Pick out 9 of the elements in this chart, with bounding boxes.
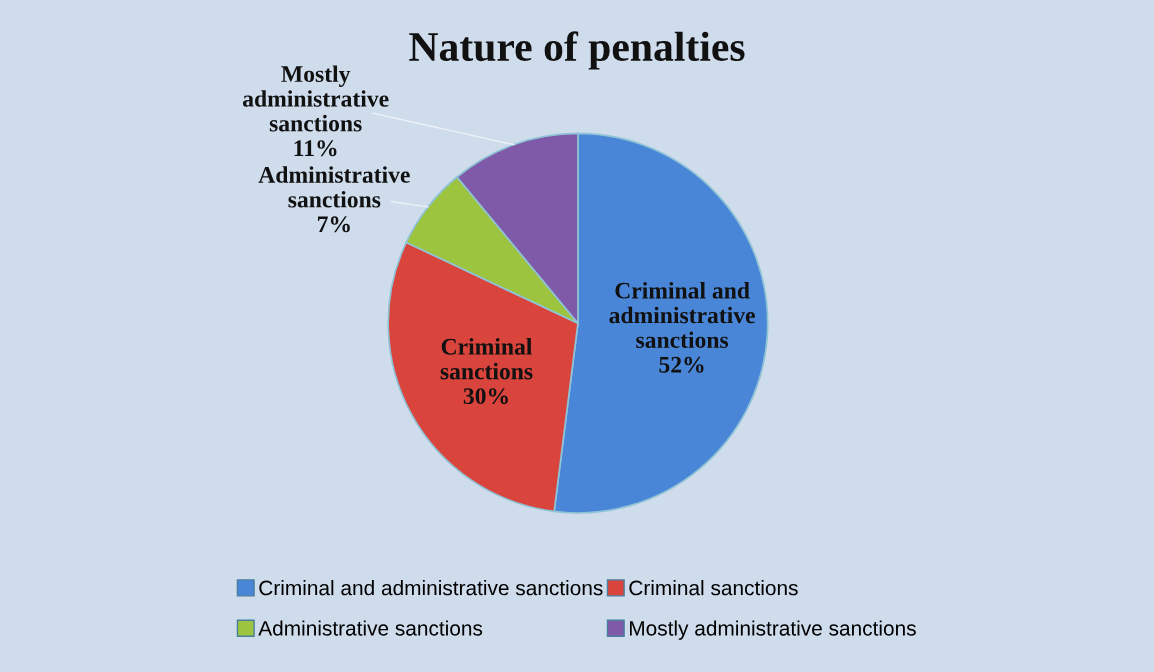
data-label: Administrative sanctions 7% [258, 166, 410, 233]
chart-title: Nature of penalties [409, 31, 745, 70]
legend-label: Criminal and administrative sanctions [259, 580, 603, 596]
data-label: Mostly administrative sanctions 11% [242, 65, 389, 157]
legend-label: Criminal sanctions [629, 580, 798, 596]
legend-label: Mostly administrative sanctions [630, 620, 916, 640]
data-label: Criminal sanctions 30% [440, 338, 533, 405]
legend-label: Administrative sanctions [258, 620, 483, 636]
data-label: Criminal and administrative sanctions 52% [609, 282, 755, 373]
